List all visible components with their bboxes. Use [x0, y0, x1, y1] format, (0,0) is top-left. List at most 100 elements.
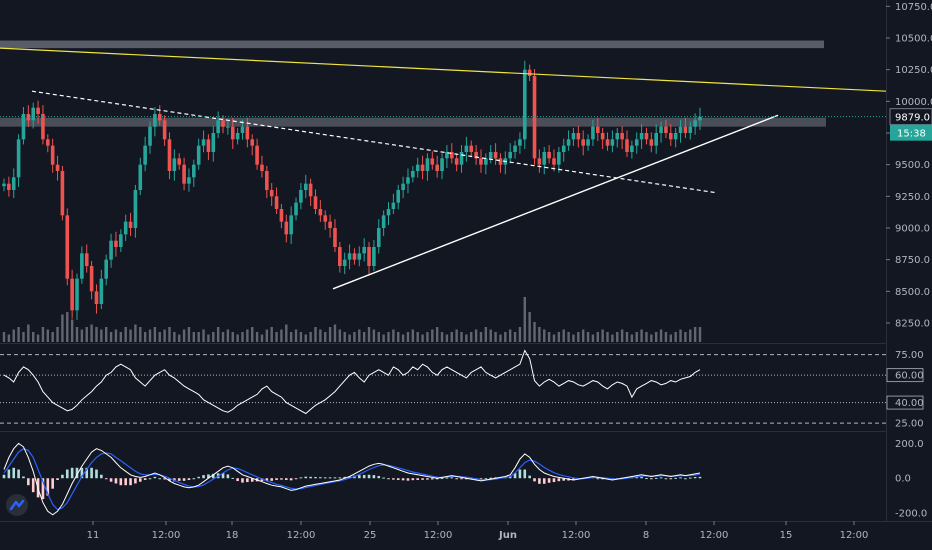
candle[interactable] [484, 158, 488, 165]
candle[interactable] [668, 133, 673, 140]
candle[interactable] [532, 76, 537, 159]
candle[interactable] [683, 126, 688, 133]
candle[interactable] [245, 126, 250, 140]
candle[interactable] [440, 158, 444, 171]
candle[interactable] [313, 196, 318, 209]
descending-resistance-line[interactable] [0, 47, 887, 92]
candle[interactable] [162, 120, 167, 140]
candle[interactable] [104, 259, 109, 279]
candle[interactable] [425, 158, 430, 171]
price-axis[interactable]: 10750.010500.010250.010000.09750.09500.0… [886, 0, 932, 521]
candle[interactable] [678, 126, 683, 133]
candle[interactable] [46, 139, 50, 146]
candle[interactable] [36, 107, 40, 114]
candle[interactable] [498, 158, 503, 165]
candle[interactable] [55, 164, 60, 171]
candle[interactable] [630, 145, 634, 152]
candle[interactable] [620, 133, 624, 140]
candle[interactable] [123, 221, 128, 235]
candle[interactable] [109, 240, 113, 260]
candle[interactable] [600, 133, 605, 140]
candle[interactable] [474, 152, 478, 159]
candle[interactable] [279, 209, 284, 222]
candle[interactable] [342, 259, 347, 266]
candle[interactable] [240, 126, 245, 133]
candle[interactable] [119, 234, 123, 247]
candle[interactable] [235, 133, 240, 140]
candle[interactable] [211, 133, 216, 152]
price-panel[interactable] [0, 40, 887, 344]
candle[interactable] [308, 183, 313, 197]
candle[interactable] [464, 145, 469, 152]
candle[interactable] [445, 152, 449, 159]
candle[interactable] [552, 158, 556, 165]
candle[interactable] [566, 139, 571, 146]
candle[interactable] [595, 126, 600, 133]
candle[interactable] [367, 247, 371, 266]
macd-line[interactable] [3, 442, 701, 516]
candle[interactable] [459, 152, 464, 165]
candle[interactable] [84, 253, 89, 266]
candle[interactable] [479, 158, 483, 165]
candle[interactable] [518, 139, 522, 146]
candle[interactable] [21, 114, 26, 140]
candle[interactable] [698, 116, 702, 121]
candle[interactable] [192, 164, 196, 178]
candle[interactable] [615, 133, 620, 140]
candle[interactable] [352, 253, 357, 260]
candle[interactable] [323, 215, 328, 222]
candle[interactable] [143, 145, 147, 165]
candle[interactable] [333, 228, 337, 247]
candle[interactable] [391, 202, 396, 209]
candle[interactable] [537, 158, 542, 165]
candle[interactable] [7, 183, 11, 190]
candle[interactable] [654, 133, 658, 146]
candle[interactable] [99, 278, 104, 304]
candle[interactable] [206, 139, 211, 152]
candle[interactable] [415, 164, 420, 171]
candle[interactable] [75, 278, 79, 311]
candle[interactable] [294, 202, 298, 216]
candle[interactable] [493, 152, 498, 159]
candle[interactable] [362, 247, 366, 254]
candle[interactable] [133, 190, 138, 228]
candle[interactable] [376, 228, 381, 247]
candle[interactable] [201, 139, 206, 146]
candle[interactable] [221, 120, 225, 127]
candle[interactable] [187, 177, 191, 184]
candle[interactable] [634, 139, 639, 146]
candle[interactable] [114, 240, 118, 247]
candle[interactable] [216, 120, 220, 133]
candle[interactable] [318, 209, 323, 216]
candle[interactable] [610, 139, 615, 146]
candle[interactable] [420, 164, 425, 171]
candle[interactable] [80, 253, 84, 279]
candle[interactable] [605, 139, 610, 146]
candle[interactable] [372, 247, 376, 266]
candle[interactable] [411, 171, 415, 178]
candle[interactable] [688, 126, 693, 133]
candle[interactable] [60, 171, 65, 216]
candle[interactable] [226, 126, 230, 128]
candle[interactable] [625, 139, 629, 152]
candle[interactable] [513, 145, 517, 152]
candle[interactable] [41, 114, 45, 140]
macd-panel[interactable] [2, 442, 702, 516]
candle[interactable] [591, 126, 595, 140]
candle[interactable] [401, 183, 405, 190]
candle[interactable] [269, 190, 274, 197]
candle[interactable] [255, 145, 259, 165]
candle[interactable] [148, 126, 152, 146]
candle[interactable] [177, 158, 182, 165]
candle[interactable] [299, 190, 303, 203]
candle[interactable] [274, 196, 279, 209]
rsi-line[interactable] [3, 349, 701, 415]
candle[interactable] [673, 133, 678, 140]
candle[interactable] [157, 114, 162, 121]
candle[interactable] [260, 164, 264, 171]
candle[interactable] [488, 152, 493, 159]
candle[interactable] [172, 158, 177, 171]
candle[interactable] [89, 266, 94, 292]
candle[interactable] [347, 253, 352, 260]
